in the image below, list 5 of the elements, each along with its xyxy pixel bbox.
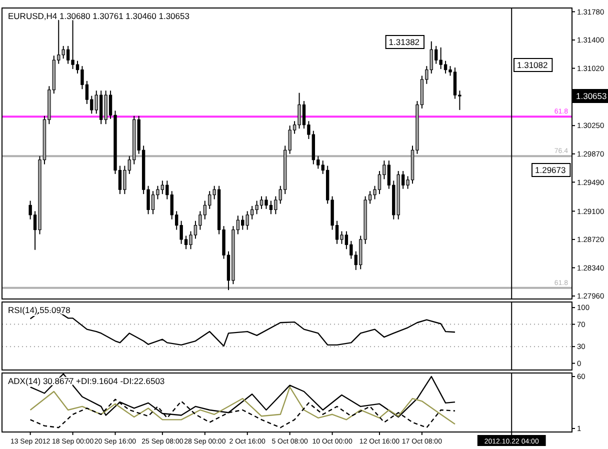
annotation: 1.31082 (517, 60, 548, 70)
annotation: 1.29673 (535, 164, 566, 175)
text: 1.30653 (576, 90, 607, 101)
annotation: 1.31382 (388, 36, 420, 47)
chart-title: EURUSD,H4 1.30680 1.30761 1.30460 1.30653 (8, 11, 190, 21)
